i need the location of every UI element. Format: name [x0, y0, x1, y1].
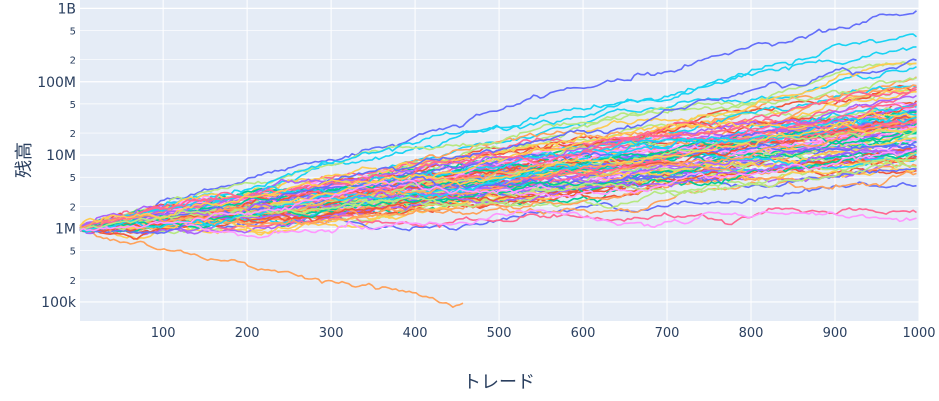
x-tick-label: 400 — [403, 326, 428, 341]
y-minor-tick-label: 5 — [70, 100, 76, 111]
series-line-1 — [79, 226, 464, 309]
series-lines — [79, 10, 918, 309]
series-line-91 — [79, 168, 917, 232]
series-line-89 — [79, 209, 917, 239]
series-line-80 — [79, 167, 918, 235]
y-minor-tick-label: 2 — [70, 276, 76, 287]
y-minor-tick-label: 2 — [70, 56, 76, 67]
y-tick-label: 1B — [57, 1, 76, 17]
series-line-94 — [79, 147, 917, 227]
x-tick-label: 600 — [571, 326, 596, 341]
y-minor-tick-label: 2 — [70, 129, 76, 140]
series-line-97 — [79, 119, 917, 232]
y-minor-tick-label: 5 — [70, 26, 76, 37]
x-tick-label: 700 — [655, 326, 680, 341]
y-tick-label: 1M — [55, 222, 76, 238]
y-axis-title: 残高 — [14, 142, 35, 178]
y-minor-tick-label: 2 — [70, 202, 76, 213]
y-minor-tick-label: 5 — [70, 173, 76, 184]
series-line-100 — [79, 123, 917, 227]
y-tick-labels: 100k 1M 10M 100M 1B 2 5 2 5 2 5 2 5 — [37, 1, 77, 311]
x-tick-labels: 100 200 300 400 500 600 700 800 900 1000 — [151, 326, 936, 341]
x-axis-title: トレード — [463, 372, 535, 393]
y-tick-label: 100k — [41, 295, 77, 311]
series-line-95 — [79, 118, 917, 229]
x-tick-label: 800 — [739, 326, 764, 341]
x-tick-label: 100 — [151, 326, 176, 341]
series-line-37 — [79, 207, 917, 230]
y-tick-label: 10M — [46, 148, 76, 164]
y-tick-label: 100M — [37, 75, 76, 91]
series-line-2 — [79, 10, 918, 230]
x-tick-label: 1000 — [902, 326, 935, 341]
x-tick-label: 300 — [319, 326, 344, 341]
series-line-99 — [79, 147, 917, 232]
x-tick-label: 900 — [823, 326, 848, 341]
x-tick-label: 500 — [487, 326, 512, 341]
x-tick-label: 200 — [235, 326, 260, 341]
series-line-28 — [79, 61, 917, 230]
y-minor-tick-label: 5 — [70, 247, 76, 258]
series-line-85 — [79, 162, 917, 230]
